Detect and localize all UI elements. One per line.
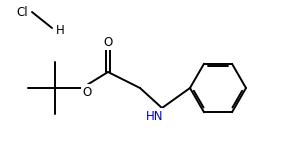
Text: HN: HN — [146, 109, 164, 122]
Text: O: O — [82, 86, 92, 98]
Text: Cl: Cl — [16, 5, 28, 18]
Text: O: O — [103, 35, 113, 49]
Text: H: H — [56, 24, 65, 36]
